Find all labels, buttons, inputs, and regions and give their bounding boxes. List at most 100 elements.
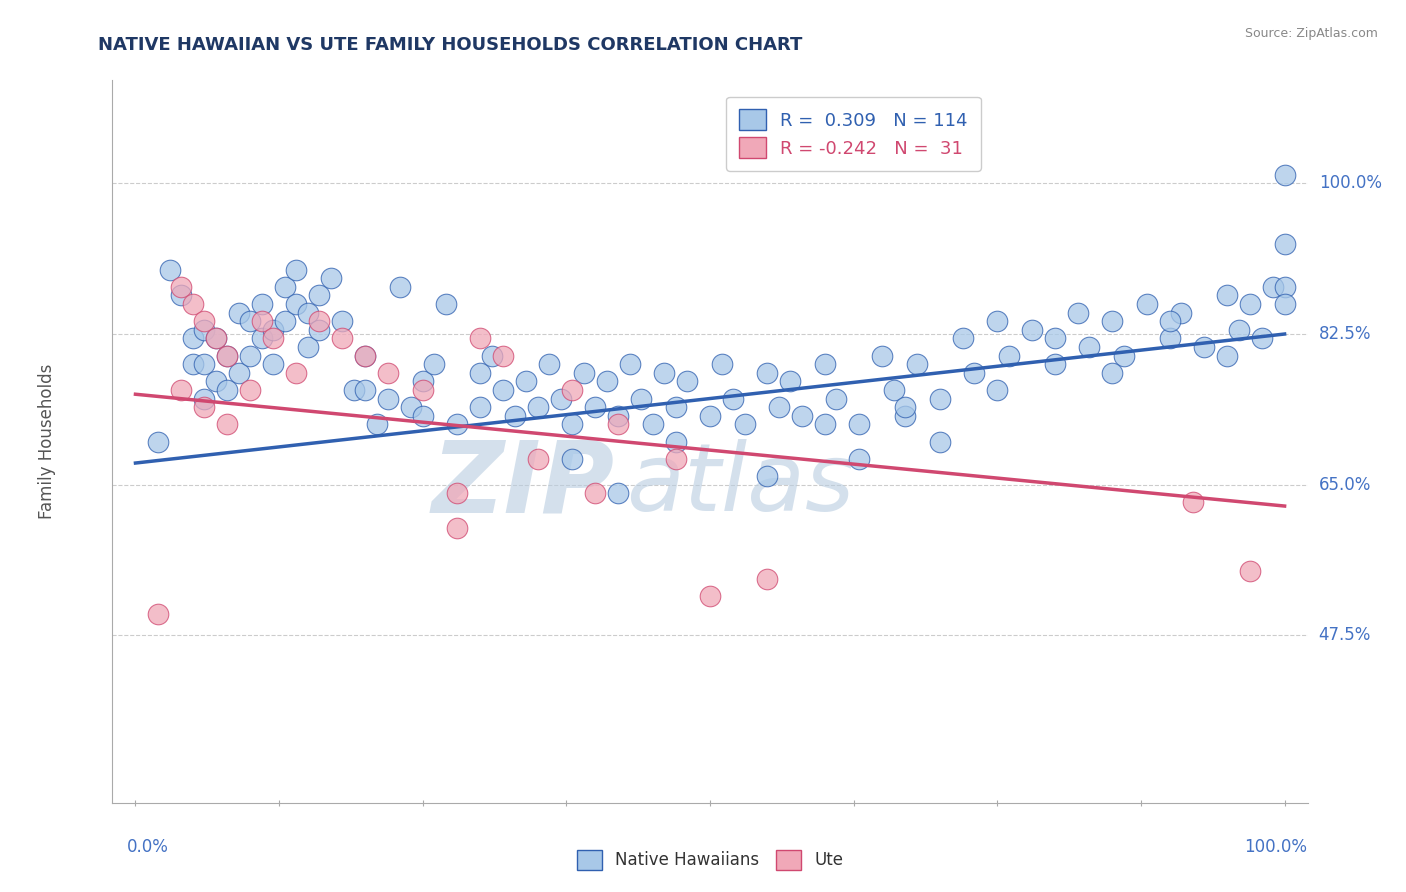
Point: [470, 366, 492, 380]
Text: 100.0%: 100.0%: [1319, 175, 1382, 193]
Point: [526, 451, 548, 466]
Point: [756, 366, 779, 380]
Point: [607, 409, 630, 423]
Text: ZIP: ZIP: [432, 436, 614, 533]
Point: [1274, 297, 1296, 311]
Point: [526, 400, 548, 414]
Point: [412, 409, 434, 423]
Point: [446, 417, 468, 432]
Point: [181, 331, 204, 345]
Point: [779, 375, 801, 389]
Point: [330, 331, 353, 345]
Point: [905, 357, 928, 371]
Point: [492, 349, 515, 363]
Point: [274, 314, 297, 328]
Point: [1101, 314, 1123, 328]
Point: [676, 375, 699, 389]
Point: [734, 417, 756, 432]
Text: 100.0%: 100.0%: [1244, 838, 1308, 856]
Point: [1216, 288, 1239, 302]
Point: [1101, 366, 1123, 380]
Point: [595, 375, 617, 389]
Point: [699, 590, 721, 604]
Point: [756, 469, 779, 483]
Point: [664, 434, 686, 449]
Point: [952, 331, 974, 345]
Text: 65.0%: 65.0%: [1319, 475, 1371, 493]
Point: [446, 486, 468, 500]
Point: [343, 383, 366, 397]
Point: [1112, 349, 1135, 363]
Point: [963, 366, 986, 380]
Point: [894, 400, 917, 414]
Point: [894, 409, 917, 423]
Point: [205, 331, 228, 345]
Point: [1216, 349, 1239, 363]
Point: [1239, 297, 1261, 311]
Point: [308, 314, 330, 328]
Legend: Native Hawaiians, Ute: Native Hawaiians, Ute: [565, 838, 855, 881]
Point: [401, 400, 423, 414]
Point: [928, 392, 950, 406]
Point: [377, 366, 399, 380]
Point: [354, 349, 377, 363]
Point: [607, 417, 630, 432]
Point: [1181, 494, 1204, 508]
Point: [297, 305, 319, 319]
Point: [193, 400, 215, 414]
Point: [1078, 340, 1101, 354]
Point: [250, 314, 273, 328]
Point: [297, 340, 319, 354]
Point: [710, 357, 733, 371]
Point: [561, 417, 583, 432]
Point: [470, 331, 492, 345]
Point: [228, 305, 250, 319]
Point: [159, 262, 181, 277]
Point: [561, 383, 583, 397]
Point: [699, 409, 721, 423]
Point: [412, 375, 434, 389]
Point: [630, 392, 652, 406]
Point: [756, 572, 779, 586]
Text: Family Households: Family Households: [38, 364, 56, 519]
Point: [1239, 564, 1261, 578]
Point: [148, 434, 170, 449]
Point: [1021, 323, 1043, 337]
Point: [308, 288, 330, 302]
Point: [239, 349, 262, 363]
Point: [388, 279, 411, 293]
Point: [319, 271, 342, 285]
Point: [412, 383, 434, 397]
Point: [250, 331, 273, 345]
Point: [481, 349, 503, 363]
Point: [998, 349, 1021, 363]
Point: [170, 288, 193, 302]
Point: [181, 357, 204, 371]
Point: [1261, 279, 1284, 293]
Point: [217, 349, 239, 363]
Point: [872, 349, 894, 363]
Point: [515, 375, 537, 389]
Point: [205, 375, 228, 389]
Point: [550, 392, 572, 406]
Point: [986, 314, 1008, 328]
Point: [848, 417, 870, 432]
Point: [217, 417, 239, 432]
Point: [1274, 236, 1296, 251]
Point: [664, 400, 686, 414]
Point: [285, 262, 308, 277]
Text: atlas: atlas: [627, 440, 855, 531]
Point: [768, 400, 790, 414]
Point: [193, 357, 215, 371]
Point: [561, 451, 583, 466]
Point: [825, 392, 848, 406]
Point: [1043, 357, 1066, 371]
Text: NATIVE HAWAIIAN VS UTE FAMILY HOUSEHOLDS CORRELATION CHART: NATIVE HAWAIIAN VS UTE FAMILY HOUSEHOLDS…: [98, 36, 803, 54]
Point: [790, 409, 813, 423]
Point: [470, 400, 492, 414]
Point: [170, 383, 193, 397]
Point: [492, 383, 515, 397]
Point: [366, 417, 388, 432]
Point: [1250, 331, 1272, 345]
Point: [848, 451, 870, 466]
